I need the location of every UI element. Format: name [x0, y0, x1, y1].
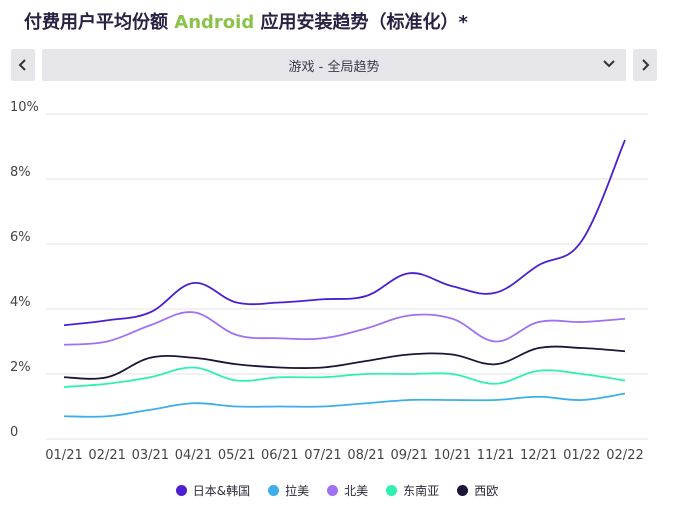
legend-marker-icon	[268, 485, 280, 496]
y-tick-label: 0	[10, 425, 18, 440]
legend-label: 东南亚	[403, 484, 440, 498]
y-tick-label: 10%	[10, 100, 39, 115]
series-line-1	[63, 139, 626, 327]
y-tick-label: 8%	[10, 165, 31, 180]
x-tick-label: 01/21	[45, 448, 82, 463]
legend-item[interactable]: 西欧	[457, 482, 498, 499]
x-tick-label: 05/21	[218, 448, 255, 463]
series-line-2	[63, 392, 626, 418]
x-tick-label: 06/21	[261, 448, 298, 463]
x-tick-label: 10/21	[434, 448, 471, 463]
legend-item[interactable]: 日本&韩国	[175, 482, 251, 499]
x-tick-label: 01/22	[563, 448, 600, 463]
x-tick-label: 02/22	[606, 448, 643, 463]
legend-marker-icon	[327, 485, 339, 496]
legend-item[interactable]: 北美	[327, 482, 368, 499]
title-suffix: 应用安装趋势（标准化）*	[260, 12, 468, 33]
legend-label: 拉美	[285, 484, 310, 498]
grid	[46, 113, 648, 440]
legend-item[interactable]: 拉美	[268, 482, 309, 499]
y-tick-label: 6%	[10, 230, 31, 245]
chevron-down-icon	[603, 60, 615, 68]
series-line-5	[63, 345, 626, 380]
line-chart: 0 2% 4% 6% 8% 10% 01/21 02/21 03/21 04/21 05/21 06…	[10, 100, 648, 463]
x-tick-label: 03/21	[132, 448, 169, 463]
legend-label: 北美	[344, 484, 369, 498]
category-select[interactable]: 游戏 - 全局趋势	[42, 49, 626, 81]
title-accent: Android	[174, 12, 255, 33]
x-tick-label: 02/21	[88, 448, 125, 463]
x-tick-label: 08/21	[347, 448, 384, 463]
chevron-right-icon	[642, 59, 650, 71]
series-line-4	[63, 366, 626, 388]
y-axis-ticks: 0 2% 4% 6% 8% 10%	[10, 100, 39, 440]
x-tick-label: 12/21	[520, 448, 557, 463]
legend-label: 日本&韩国	[192, 484, 251, 498]
legend-marker-icon	[386, 485, 398, 496]
title-prefix: 付费用户平均份额	[24, 12, 168, 33]
x-tick-label: 09/21	[390, 448, 427, 463]
chart-controls: 游戏 - 全局趋势	[11, 49, 657, 81]
series-line-3	[63, 311, 626, 346]
y-tick-label: 4%	[10, 295, 31, 310]
next-button[interactable]	[633, 49, 657, 81]
legend-item[interactable]: 东南亚	[386, 482, 439, 499]
prev-button[interactable]	[11, 49, 35, 81]
chart-title: 付费用户平均份额 Android 应用安装趋势（标准化）*	[24, 8, 468, 34]
x-tick-label: 04/21	[175, 448, 212, 463]
chevron-left-icon	[18, 59, 26, 71]
legend: 日本&韩国 拉美 北美 东南亚 西欧	[0, 482, 674, 499]
x-tick-label: 11/21	[477, 448, 514, 463]
legend-marker-icon	[175, 485, 187, 496]
legend-marker-icon	[457, 485, 469, 496]
x-tick-label: 07/21	[304, 448, 341, 463]
series	[63, 139, 626, 418]
y-tick-label: 2%	[10, 360, 31, 375]
legend-label: 西欧	[474, 484, 499, 498]
category-select-value: 游戏 - 全局趋势	[288, 59, 380, 75]
x-axis-ticks: 01/21 02/21 03/21 04/21 05/21 06/21 07/21 08/21…	[45, 448, 643, 463]
